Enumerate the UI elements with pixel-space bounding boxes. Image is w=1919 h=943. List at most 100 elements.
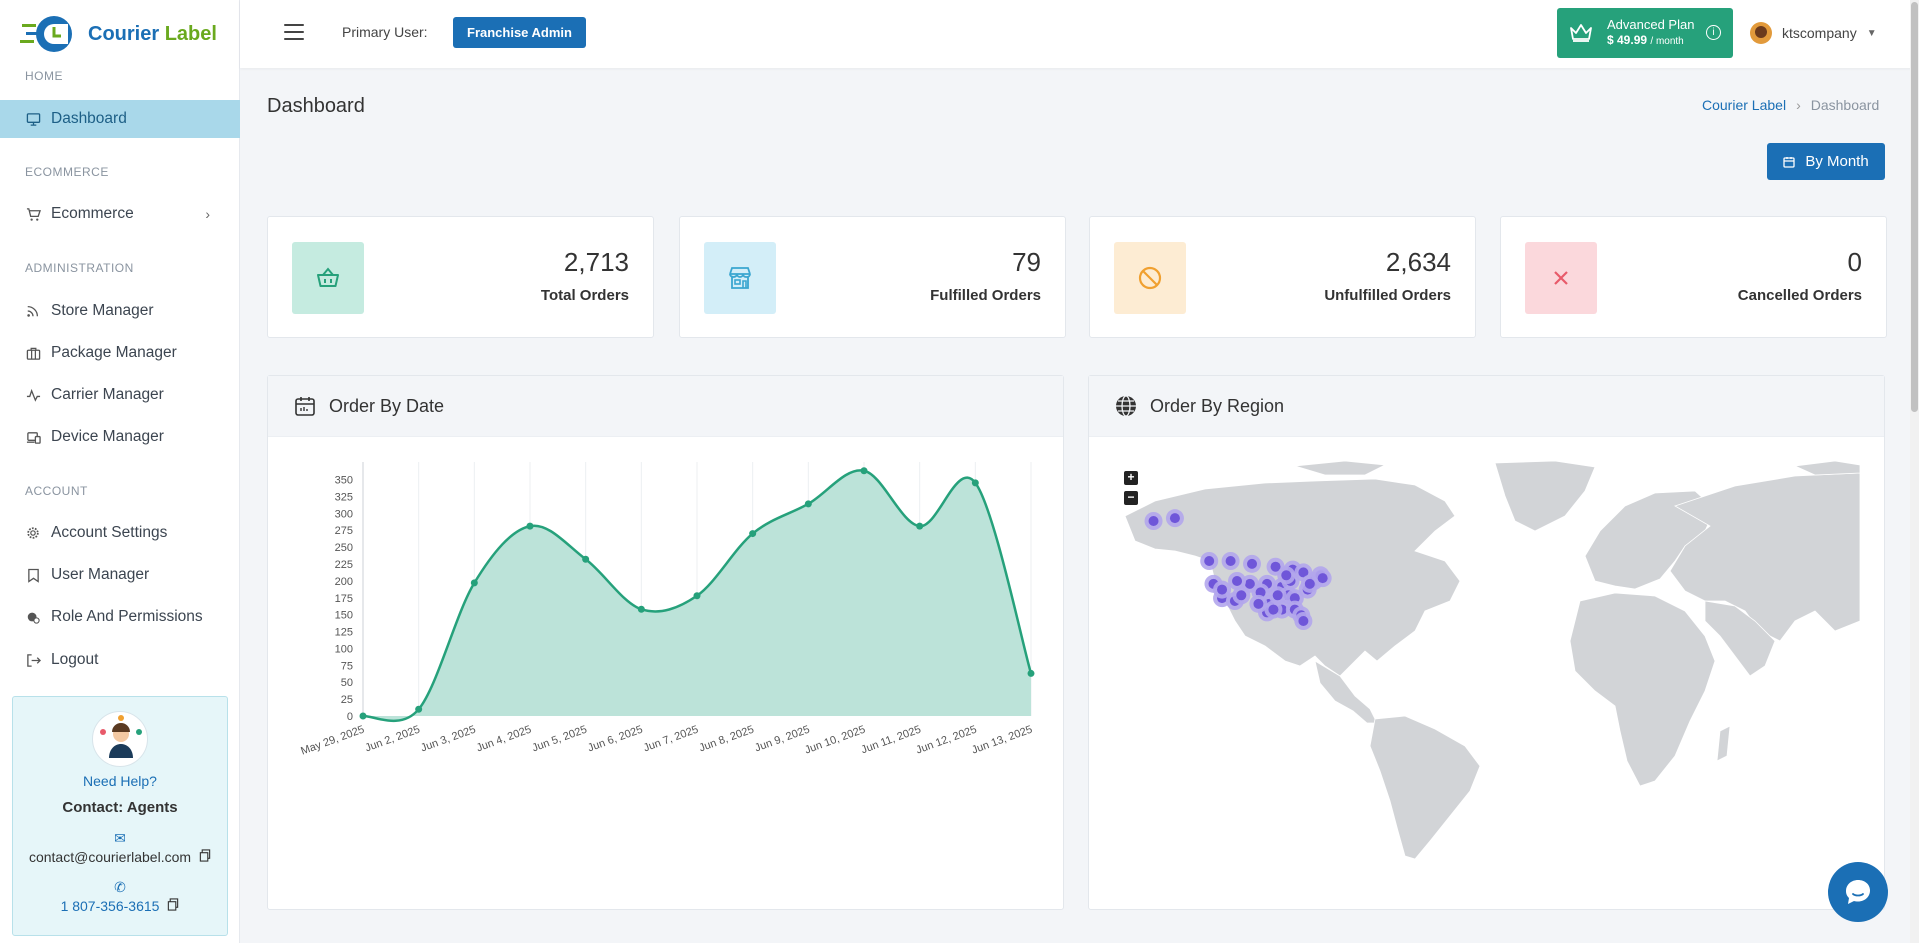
data-point — [1027, 669, 1035, 677]
x-tick-label: Jun 13, 2025 — [970, 724, 1034, 757]
x-tick-label: Jun 12, 2025 — [914, 724, 978, 757]
sidebar-item-label: Logout — [51, 651, 99, 668]
region-marker-dot — [1298, 616, 1309, 626]
sidebar-item-logout[interactable]: Logout — [0, 641, 240, 679]
data-point — [415, 705, 423, 713]
cart-icon — [25, 206, 41, 222]
sidebar-item-label: Role And Permissions — [51, 608, 203, 625]
help-contact: Contact: Agents — [62, 799, 178, 816]
region-marker-dot — [1253, 598, 1264, 609]
sidebar-item-role-and-permissions[interactable]: Role And Permissions — [0, 598, 240, 636]
x-icon — [1525, 242, 1597, 314]
x-tick-label: Jun 3, 2025 — [419, 724, 477, 755]
stat-value: 79 — [1012, 247, 1041, 277]
support-agent-avatar — [92, 711, 148, 767]
sidebar-item-device-manager[interactable]: Device Manager — [0, 418, 240, 456]
breadcrumb: Courier Label › Dashboard — [1702, 97, 1879, 113]
by-month-label: By Month — [1805, 153, 1869, 170]
panel-header: Order By Region — [1089, 376, 1884, 437]
help-email[interactable]: contact@courierlabel.com — [28, 849, 192, 865]
stat-value: 0 — [1847, 247, 1862, 277]
help-title: Need Help? — [83, 773, 157, 789]
x-tick-label: Jun 2, 2025 — [364, 724, 422, 755]
courier-logo-icon — [20, 16, 72, 52]
page-scrollbar[interactable] — [1910, 0, 1919, 943]
stat-value: 2,713 — [563, 247, 629, 277]
copy-icon[interactable] — [199, 849, 211, 865]
crown-icon — [1570, 24, 1592, 42]
breadcrumb-home[interactable]: Courier Label — [1702, 97, 1787, 113]
y-tick-label: 125 — [335, 627, 353, 639]
y-tick-label: 150 — [335, 610, 353, 622]
x-tick-label: Jun 9, 2025 — [753, 724, 811, 755]
bookmark-icon — [25, 567, 41, 583]
data-point — [749, 530, 757, 538]
logout-icon — [25, 652, 41, 668]
region-marker-dot — [1148, 516, 1159, 526]
copy-icon[interactable] — [167, 898, 179, 914]
calendar-icon — [1783, 156, 1795, 168]
y-tick-label: 175 — [335, 593, 353, 605]
brand-logo[interactable]: Courier Label — [20, 6, 217, 62]
menu-toggle-icon[interactable] — [284, 24, 304, 40]
panel-title: Order By Region — [1150, 395, 1285, 416]
sidebar-item-label: Device Manager — [51, 428, 164, 445]
region-marker-dot — [1244, 578, 1255, 589]
sidebar-item-ecommerce[interactable]: Ecommerce › — [0, 195, 240, 233]
scrollbar-thumb[interactable] — [1911, 2, 1918, 412]
plan-button[interactable]: Advanced Plan $ 49.99 / month i — [1557, 8, 1733, 58]
chevron-right-icon: › — [205, 206, 210, 222]
data-point — [916, 522, 924, 530]
info-icon[interactable]: i — [1706, 25, 1721, 40]
sidebar-item-package-manager[interactable]: Package Manager — [0, 334, 240, 372]
primary-user-role-badge[interactable]: Franchise Admin — [453, 17, 586, 48]
region-marker-dot — [1304, 578, 1315, 589]
y-tick-label: 25 — [341, 694, 353, 706]
help-phone-row: 1 807-356-3615 — [13, 898, 227, 914]
rss-icon — [25, 303, 41, 319]
stat-label: Unfulfilled Orders — [1324, 287, 1451, 304]
sidebar-item-carrier-manager[interactable]: Carrier Manager — [0, 376, 240, 414]
x-tick-label: May 29, 2025 — [299, 724, 366, 758]
panel-order-by-region: Order By Region + − — [1088, 375, 1885, 910]
user-menu[interactable]: ktscompany ▼ — [1750, 22, 1877, 44]
world-map[interactable] — [1115, 461, 1860, 861]
help-box: Need Help? Contact: Agents ✉ contact@cou… — [12, 696, 228, 936]
zoom-in-button[interactable]: + — [1124, 471, 1138, 485]
region-marker-dot — [1204, 556, 1215, 566]
x-tick-label: Jun 4, 2025 — [475, 724, 533, 755]
sidebar-item-dashboard[interactable]: Dashboard — [0, 100, 240, 138]
activity-icon — [25, 387, 41, 403]
chat-button[interactable] — [1828, 862, 1888, 922]
sidebar-item-label: Store Manager — [51, 302, 154, 319]
map-points — [1144, 509, 1332, 630]
sidebar-item-label: Dashboard — [51, 110, 127, 127]
map-landmass — [1124, 461, 1860, 860]
help-phone[interactable]: 1 807-356-3615 — [60, 898, 160, 914]
region-marker-dot — [1169, 513, 1180, 524]
region-marker-dot — [1232, 576, 1243, 586]
data-point — [693, 592, 701, 600]
basket-icon — [292, 242, 364, 314]
y-tick-label: 250 — [335, 542, 353, 554]
ban-icon — [1114, 242, 1186, 314]
section-ecommerce: ECOMMERCE — [25, 165, 109, 179]
stat-label: Fulfilled Orders — [930, 287, 1041, 304]
region-marker-dot — [1281, 570, 1292, 581]
topbar: Primary User: Franchise Admin Advanced P… — [240, 0, 1919, 68]
page-title: Dashboard — [267, 95, 365, 117]
panel-header: Order By Date — [268, 376, 1063, 437]
y-tick-label: 350 — [335, 475, 353, 487]
data-point — [470, 579, 478, 587]
store-icon — [704, 242, 776, 314]
shield-icon — [25, 609, 41, 625]
data-point — [582, 555, 590, 563]
sidebar-item-label: Account Settings — [51, 524, 168, 541]
sidebar-item-user-manager[interactable]: User Manager — [0, 556, 240, 594]
sidebar-item-account-settings[interactable]: Account Settings — [0, 514, 240, 552]
by-month-button[interactable]: By Month — [1767, 143, 1885, 180]
x-tick-label: Jun 5, 2025 — [531, 724, 589, 755]
order-by-date-chart: 0 25 50 75 100 125 150 175 200 225 250 275 300 325 350… — [299, 462, 1035, 758]
zoom-out-button[interactable]: − — [1124, 491, 1138, 505]
sidebar-item-store-manager[interactable]: Store Manager — [0, 292, 240, 330]
